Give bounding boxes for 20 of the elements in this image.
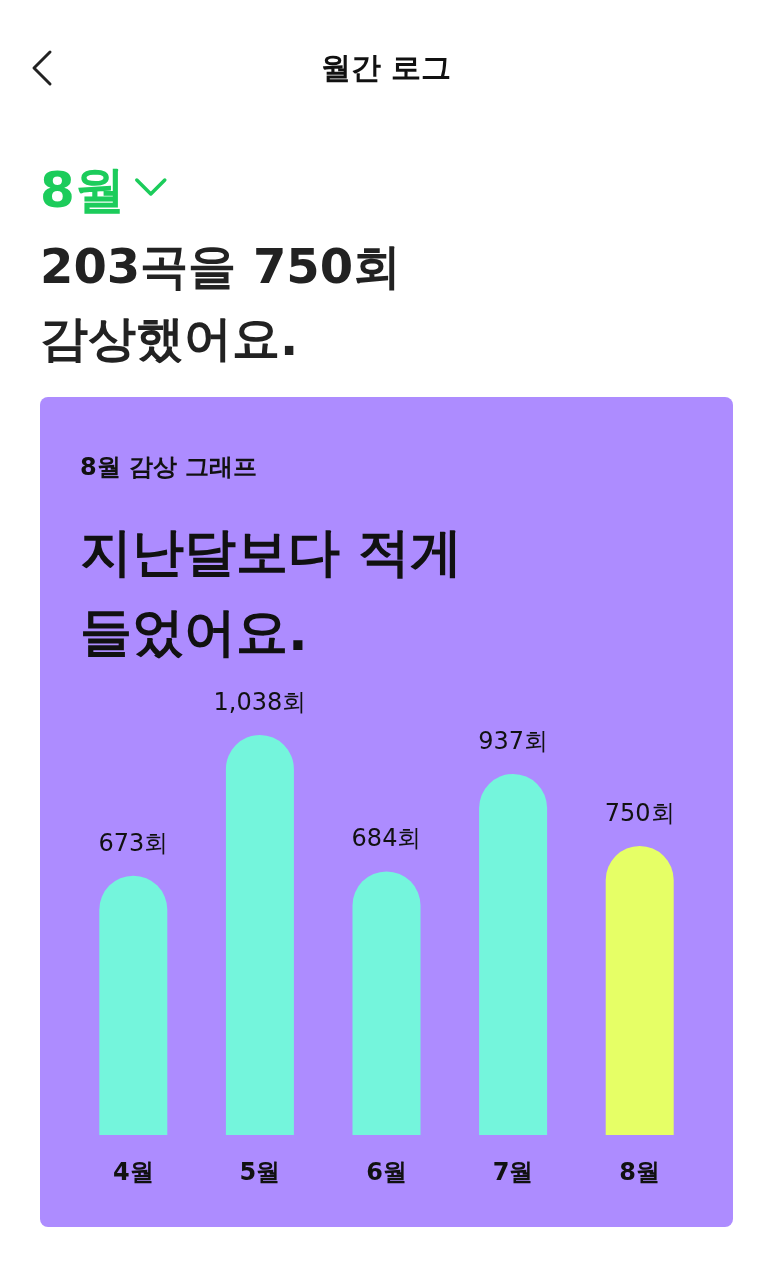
x-tick-label: 4월 xyxy=(112,1158,154,1186)
bar xyxy=(605,846,674,1135)
x-tick-label: 8월 xyxy=(619,1158,661,1186)
x-tick-label: 6월 xyxy=(366,1158,407,1186)
data-label: 750회 xyxy=(604,798,675,827)
bar xyxy=(99,875,168,1135)
chart-title: 지난달보다 적게 들었어요. xyxy=(80,522,463,662)
data-label: 684회 xyxy=(351,824,422,853)
bar xyxy=(352,871,421,1135)
data-label: 937회 xyxy=(478,726,549,755)
data-label: 673회 xyxy=(98,828,169,857)
text: 8월 xyxy=(40,161,125,219)
text: 203곡을 750회 감상했어요. xyxy=(40,238,402,366)
chart-subtitle: 8월 감상 그래프 xyxy=(80,453,258,481)
x-tick-label: 7월 xyxy=(492,1158,534,1186)
bar xyxy=(479,773,548,1135)
data-label: 1,038회 xyxy=(213,688,307,716)
text: 월간 로그 xyxy=(320,50,452,85)
x-tick-label: 5월 xyxy=(239,1158,281,1186)
bar xyxy=(225,735,294,1135)
